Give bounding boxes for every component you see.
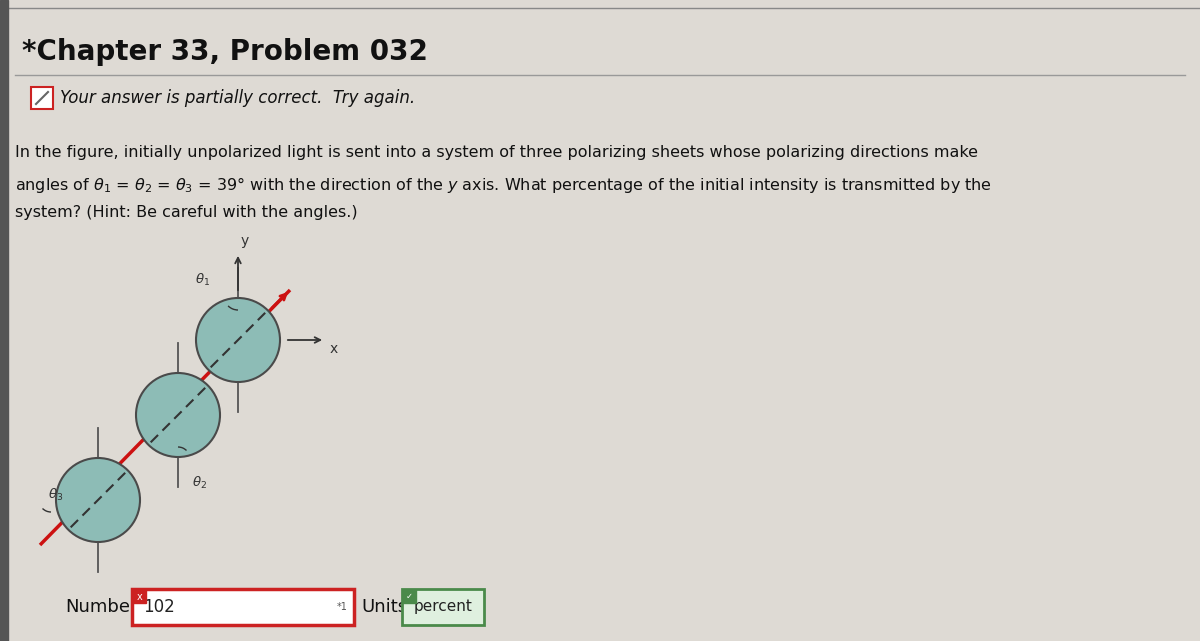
Bar bbox=[0, 0, 8, 641]
Text: $\theta_1$: $\theta_1$ bbox=[194, 272, 210, 288]
Text: $\theta_3$: $\theta_3$ bbox=[48, 487, 64, 503]
Circle shape bbox=[56, 458, 140, 542]
Bar bbox=[403, 590, 416, 603]
Text: system? (Hint: Be careful with the angles.): system? (Hint: Be careful with the angle… bbox=[14, 205, 358, 220]
Text: Number: Number bbox=[65, 598, 138, 616]
FancyBboxPatch shape bbox=[402, 589, 484, 625]
FancyBboxPatch shape bbox=[132, 589, 354, 625]
Circle shape bbox=[196, 298, 280, 382]
Text: *1: *1 bbox=[337, 602, 348, 612]
Bar bbox=[133, 590, 146, 603]
Text: *Chapter 33, Problem 032: *Chapter 33, Problem 032 bbox=[22, 38, 428, 66]
Text: y: y bbox=[241, 234, 250, 248]
Text: angles of $\theta_1$ = $\theta_2$ = $\theta_3$ = 39° with the direction of the $: angles of $\theta_1$ = $\theta_2$ = $\th… bbox=[14, 175, 992, 195]
Text: x: x bbox=[137, 592, 143, 601]
Text: In the figure, initially unpolarized light is sent into a system of three polari: In the figure, initially unpolarized lig… bbox=[14, 145, 978, 160]
Text: $\theta_2$: $\theta_2$ bbox=[192, 475, 208, 491]
Text: Your answer is partially correct.  Try again.: Your answer is partially correct. Try ag… bbox=[60, 89, 415, 107]
Text: 102: 102 bbox=[143, 598, 175, 616]
Text: percent: percent bbox=[414, 599, 473, 615]
FancyBboxPatch shape bbox=[31, 87, 53, 109]
Circle shape bbox=[136, 373, 220, 457]
Text: x: x bbox=[330, 342, 338, 356]
Text: Units: Units bbox=[361, 598, 407, 616]
Text: ✓: ✓ bbox=[406, 592, 413, 601]
